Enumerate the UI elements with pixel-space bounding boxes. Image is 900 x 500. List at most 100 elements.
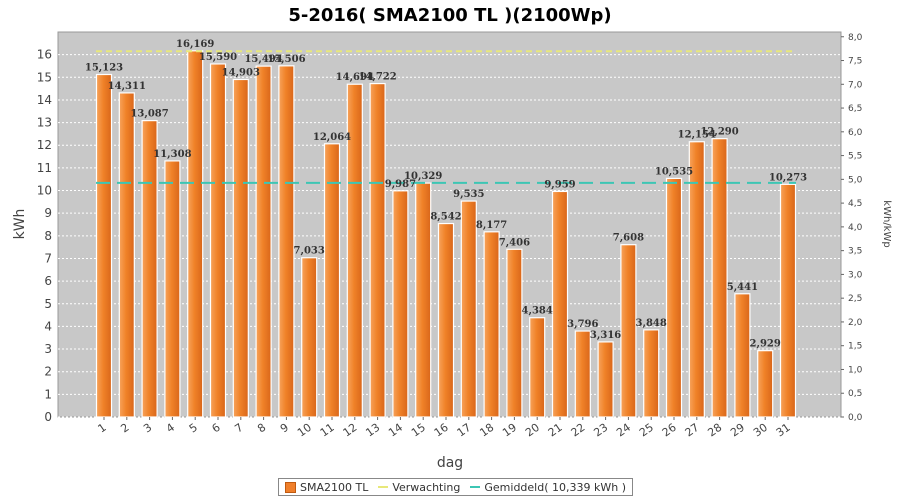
x-tick-label: 7 xyxy=(232,421,245,436)
bar xyxy=(665,177,683,418)
y2-tick-label: 2,5 xyxy=(848,294,862,304)
data-label: 7,608 xyxy=(613,233,644,244)
bar xyxy=(483,231,500,418)
y2-tick-label: 7,5 xyxy=(848,57,862,67)
data-label: 15,506 xyxy=(267,54,305,65)
x-tick-label: 9 xyxy=(278,421,291,436)
y2-tick-label: 4,5 xyxy=(848,199,862,209)
bar xyxy=(323,143,341,418)
y2-tick-label: 1,0 xyxy=(848,365,863,375)
legend-average-label: Gemiddeld( 10,339 kWh ) xyxy=(484,480,627,494)
y-tick-label: 1 xyxy=(44,387,52,401)
bar xyxy=(734,293,751,418)
bar xyxy=(141,120,158,418)
x-tick-label: 31 xyxy=(774,421,793,440)
y2-tick-label: 1,5 xyxy=(848,342,862,352)
data-label: 7,406 xyxy=(499,237,530,248)
y2-tick-label: 5,5 xyxy=(848,152,862,162)
x-tick-label: 25 xyxy=(637,421,656,440)
y2-tick-label: 5,0 xyxy=(848,175,863,185)
legend-item-average: Gemiddeld( 10,339 kWh ) xyxy=(470,481,626,494)
y-tick-label: 5 xyxy=(44,297,52,311)
data-label: 8,542 xyxy=(430,212,461,223)
x-tick-label: 23 xyxy=(591,421,610,440)
x-tick-label: 18 xyxy=(477,421,496,440)
y-tick-label: 4 xyxy=(44,319,52,333)
bar xyxy=(437,222,455,418)
bar xyxy=(187,50,204,418)
data-label: 8,177 xyxy=(476,220,507,231)
data-label: 3,796 xyxy=(567,319,598,330)
bar-series xyxy=(95,50,797,418)
y2-tick-label: 2,0 xyxy=(848,318,863,328)
data-label: 15,123 xyxy=(85,63,123,74)
bar xyxy=(392,190,409,418)
reference-lines xyxy=(96,50,796,184)
y2-axis-ticks: 0,0 0,5 1,0 1,5 2,0 2,5 3,0 3,5 4,0 4,5 5,0 5,5 6,0 6… xyxy=(841,33,863,423)
data-label: 2,929 xyxy=(750,339,781,350)
x-tick-label: 2 xyxy=(118,421,131,436)
x-tick-label: 16 xyxy=(432,421,451,440)
data-label: 9,959 xyxy=(544,179,575,190)
y-tick-label: 3 xyxy=(44,342,52,356)
x-tick-label: 4 xyxy=(164,421,177,436)
data-label: 15,494 xyxy=(244,54,282,65)
bar xyxy=(301,257,318,418)
y-tick-label: 2 xyxy=(44,365,52,379)
bar xyxy=(209,63,227,418)
data-label: 5,441 xyxy=(727,282,758,293)
bar xyxy=(164,160,181,418)
data-label: 9,987 xyxy=(385,179,416,190)
data-label: 7,033 xyxy=(294,246,325,257)
data-label: 13,087 xyxy=(130,109,168,120)
x-tick-label: 26 xyxy=(660,421,679,440)
data-label: 14,694 xyxy=(336,72,374,83)
x-tick-label: 19 xyxy=(500,421,519,440)
x-tick-label: 27 xyxy=(683,421,702,440)
bar xyxy=(574,330,591,418)
x-tick-label: 1 xyxy=(96,421,109,436)
y2-tick-label: 8,0 xyxy=(848,33,863,43)
y-tick-label: 14 xyxy=(37,93,52,107)
x-tick-label: 13 xyxy=(363,421,382,440)
bar xyxy=(506,248,523,418)
y2-tick-label: 6,0 xyxy=(848,128,863,138)
legend-item-series: SMA2100 TL xyxy=(285,481,368,494)
x-axis-label: dag xyxy=(437,455,463,471)
bar xyxy=(278,65,295,418)
y2-tick-label: 4,0 xyxy=(848,223,863,233)
bar xyxy=(415,182,432,418)
data-label: 4,384 xyxy=(522,306,553,317)
bar xyxy=(551,190,569,418)
data-label: 16,169 xyxy=(176,39,214,50)
bar xyxy=(529,317,546,418)
x-tick-label: 5 xyxy=(187,421,200,436)
y2-axis-label: kWh/kWp xyxy=(881,200,892,247)
y-tick-label: 6 xyxy=(44,274,52,288)
y-tick-label: 9 xyxy=(44,206,52,220)
legend-average-swatch xyxy=(470,486,481,488)
y2-tick-label: 0,0 xyxy=(848,413,863,423)
legend-bar-swatch xyxy=(285,481,296,493)
y2-tick-label: 3,5 xyxy=(848,247,862,257)
data-label: 3,848 xyxy=(636,318,667,329)
legend: SMA2100 TL Verwachting Gemiddeld( 10,339… xyxy=(278,478,634,496)
data-label: 10,329 xyxy=(404,171,442,182)
x-tick-label: 14 xyxy=(386,421,405,440)
x-tick-label: 24 xyxy=(614,421,633,440)
y2-tick-label: 7,0 xyxy=(848,80,863,90)
y2-tick-label: 3,0 xyxy=(848,270,863,280)
x-tick-label: 29 xyxy=(728,421,747,440)
bar xyxy=(757,350,774,418)
x-tick-label: 10 xyxy=(295,421,314,440)
data-label: 10,273 xyxy=(769,172,807,183)
x-tick-label: 30 xyxy=(751,421,770,440)
legend-item-expected: Verwachting xyxy=(378,481,460,494)
y-tick-label: 12 xyxy=(37,138,52,152)
x-tick-label: 21 xyxy=(546,421,565,440)
data-label: 9,535 xyxy=(453,189,484,200)
bar xyxy=(597,341,614,418)
legend-expected-label: Verwachting xyxy=(392,480,461,494)
